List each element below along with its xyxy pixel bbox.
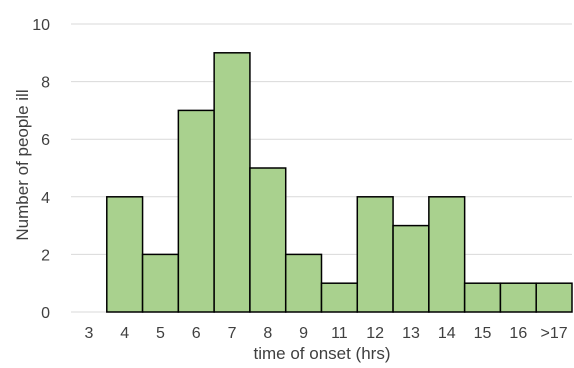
bar-14: [428, 196, 466, 313]
bar-12: [356, 196, 394, 313]
y-tick-label: 2: [41, 247, 50, 264]
x-tick-label: 12: [366, 325, 384, 342]
x-tick-label: 13: [402, 325, 420, 342]
x-tick-label: 6: [192, 325, 201, 342]
x-tick-label: 8: [263, 325, 272, 342]
bar-8: [249, 167, 287, 313]
bar-5: [141, 253, 180, 313]
x-tick-label: 11: [331, 325, 348, 342]
bar-11: [320, 282, 359, 313]
bar-9: [284, 253, 323, 313]
y-tick-label: 4: [41, 190, 50, 207]
bar-7: [213, 52, 251, 313]
bar-15: [463, 282, 502, 313]
y-tick-label: 0: [41, 305, 50, 322]
x-tick-label: 4: [120, 325, 129, 342]
x-tick-label: >17: [541, 325, 568, 342]
x-tick-label: 7: [228, 325, 237, 342]
y-tick-label: 6: [41, 132, 50, 149]
x-tick-label: 16: [509, 325, 527, 342]
bar->17: [535, 282, 573, 313]
y-tick-label: 10: [32, 17, 50, 34]
x-tick-label: 15: [474, 325, 492, 342]
x-tick-label: 9: [299, 325, 308, 342]
y-tick-label: 8: [41, 75, 50, 92]
bar-6: [177, 109, 215, 313]
bar-13: [392, 224, 430, 313]
x-tick-label: 3: [84, 325, 93, 342]
bars: [106, 52, 573, 313]
y-tick-labels: 0 2 4 6 8 10: [32, 17, 50, 322]
bar-16: [499, 282, 537, 313]
x-tick-labels: 3 4 5 6 7 8 9 11 12 13 14 15 16 >17: [84, 325, 567, 342]
x-axis-title: time of onset (hrs): [254, 344, 391, 363]
bar-4: [106, 196, 144, 313]
y-axis-title: Number of people ill: [13, 89, 32, 240]
x-tick-label: 14: [438, 325, 456, 342]
x-tick-label: 5: [156, 325, 165, 342]
